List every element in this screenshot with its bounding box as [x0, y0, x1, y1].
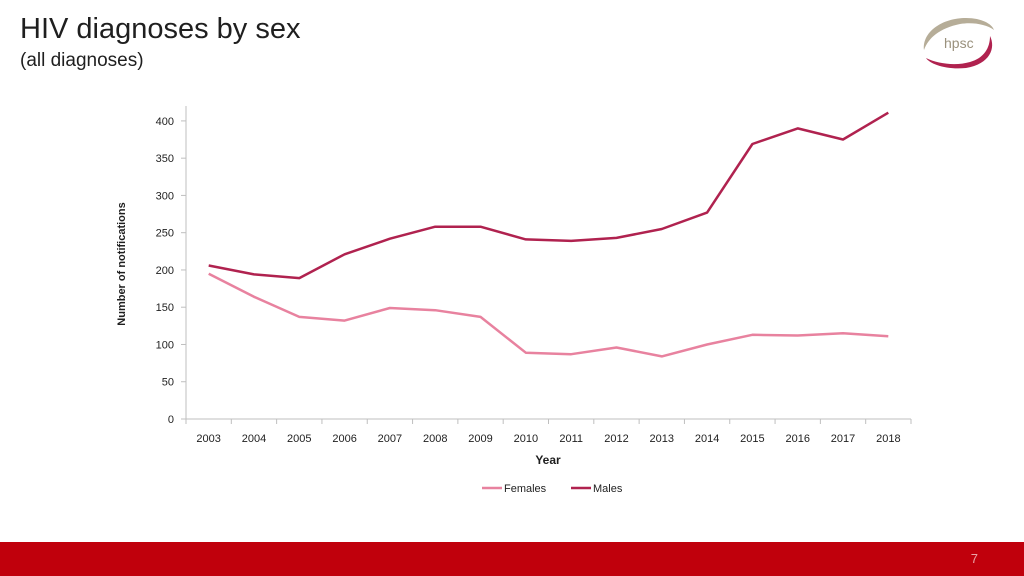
footer-bar: 7: [0, 542, 1024, 576]
x-tick-label: 2011: [559, 433, 583, 445]
y-tick-label: 250: [156, 228, 174, 240]
slide-subtitle: (all diagnoses): [20, 50, 144, 71]
x-tick-label: 2018: [876, 433, 900, 445]
x-tick-label: 2012: [604, 433, 628, 445]
y-tick-label: 350: [156, 153, 174, 165]
legend-label-females: Females: [504, 483, 547, 495]
y-tick-label: 50: [162, 377, 174, 389]
slide-title: HIV diagnoses by sex: [20, 13, 301, 45]
x-tick-label: 2006: [332, 433, 356, 445]
y-tick-label: 300: [156, 190, 174, 202]
y-tick-label: 200: [156, 265, 174, 277]
x-tick-label: 2017: [831, 433, 855, 445]
x-tick-label: 2004: [242, 433, 266, 445]
chart-legend: Females Males: [482, 483, 623, 495]
series-line-females: [208, 272, 889, 358]
y-tick-label: 400: [156, 116, 174, 128]
y-axis-label: Number of notifications: [116, 202, 128, 325]
y-tick-labels: 0 50 100 150 200 250 300 350 400: [156, 116, 174, 426]
x-tick-label: 2015: [740, 433, 764, 445]
series-line-males: [208, 111, 889, 280]
x-tick-labels: 2003 2004 2005 2006 2007 2008 2009 2010 2011 2012…: [196, 433, 900, 445]
y-tick-label: 150: [156, 302, 174, 314]
x-tick-label: 2005: [287, 433, 311, 445]
chart-axes: [181, 106, 912, 424]
x-tick-label: 2009: [468, 433, 492, 445]
y-tick-label: 0: [168, 414, 174, 426]
x-tick-label: 2008: [423, 433, 447, 445]
series-lines: [208, 111, 889, 358]
y-tick-label: 100: [156, 339, 174, 351]
x-tick-label: 2003: [196, 433, 220, 445]
x-tick-label: 2016: [785, 433, 809, 445]
x-tick-label: 2007: [378, 433, 402, 445]
x-tick-label: 2010: [514, 433, 538, 445]
x-tick-label: 2014: [695, 433, 719, 445]
x-axis-label: Year: [535, 453, 561, 467]
page-number: 7: [970, 551, 978, 566]
logo-text: hpsc: [944, 35, 974, 51]
legend-label-males: Males: [593, 483, 623, 495]
hpsc-logo: hpsc: [923, 18, 994, 69]
x-tick-label: 2013: [650, 433, 674, 445]
